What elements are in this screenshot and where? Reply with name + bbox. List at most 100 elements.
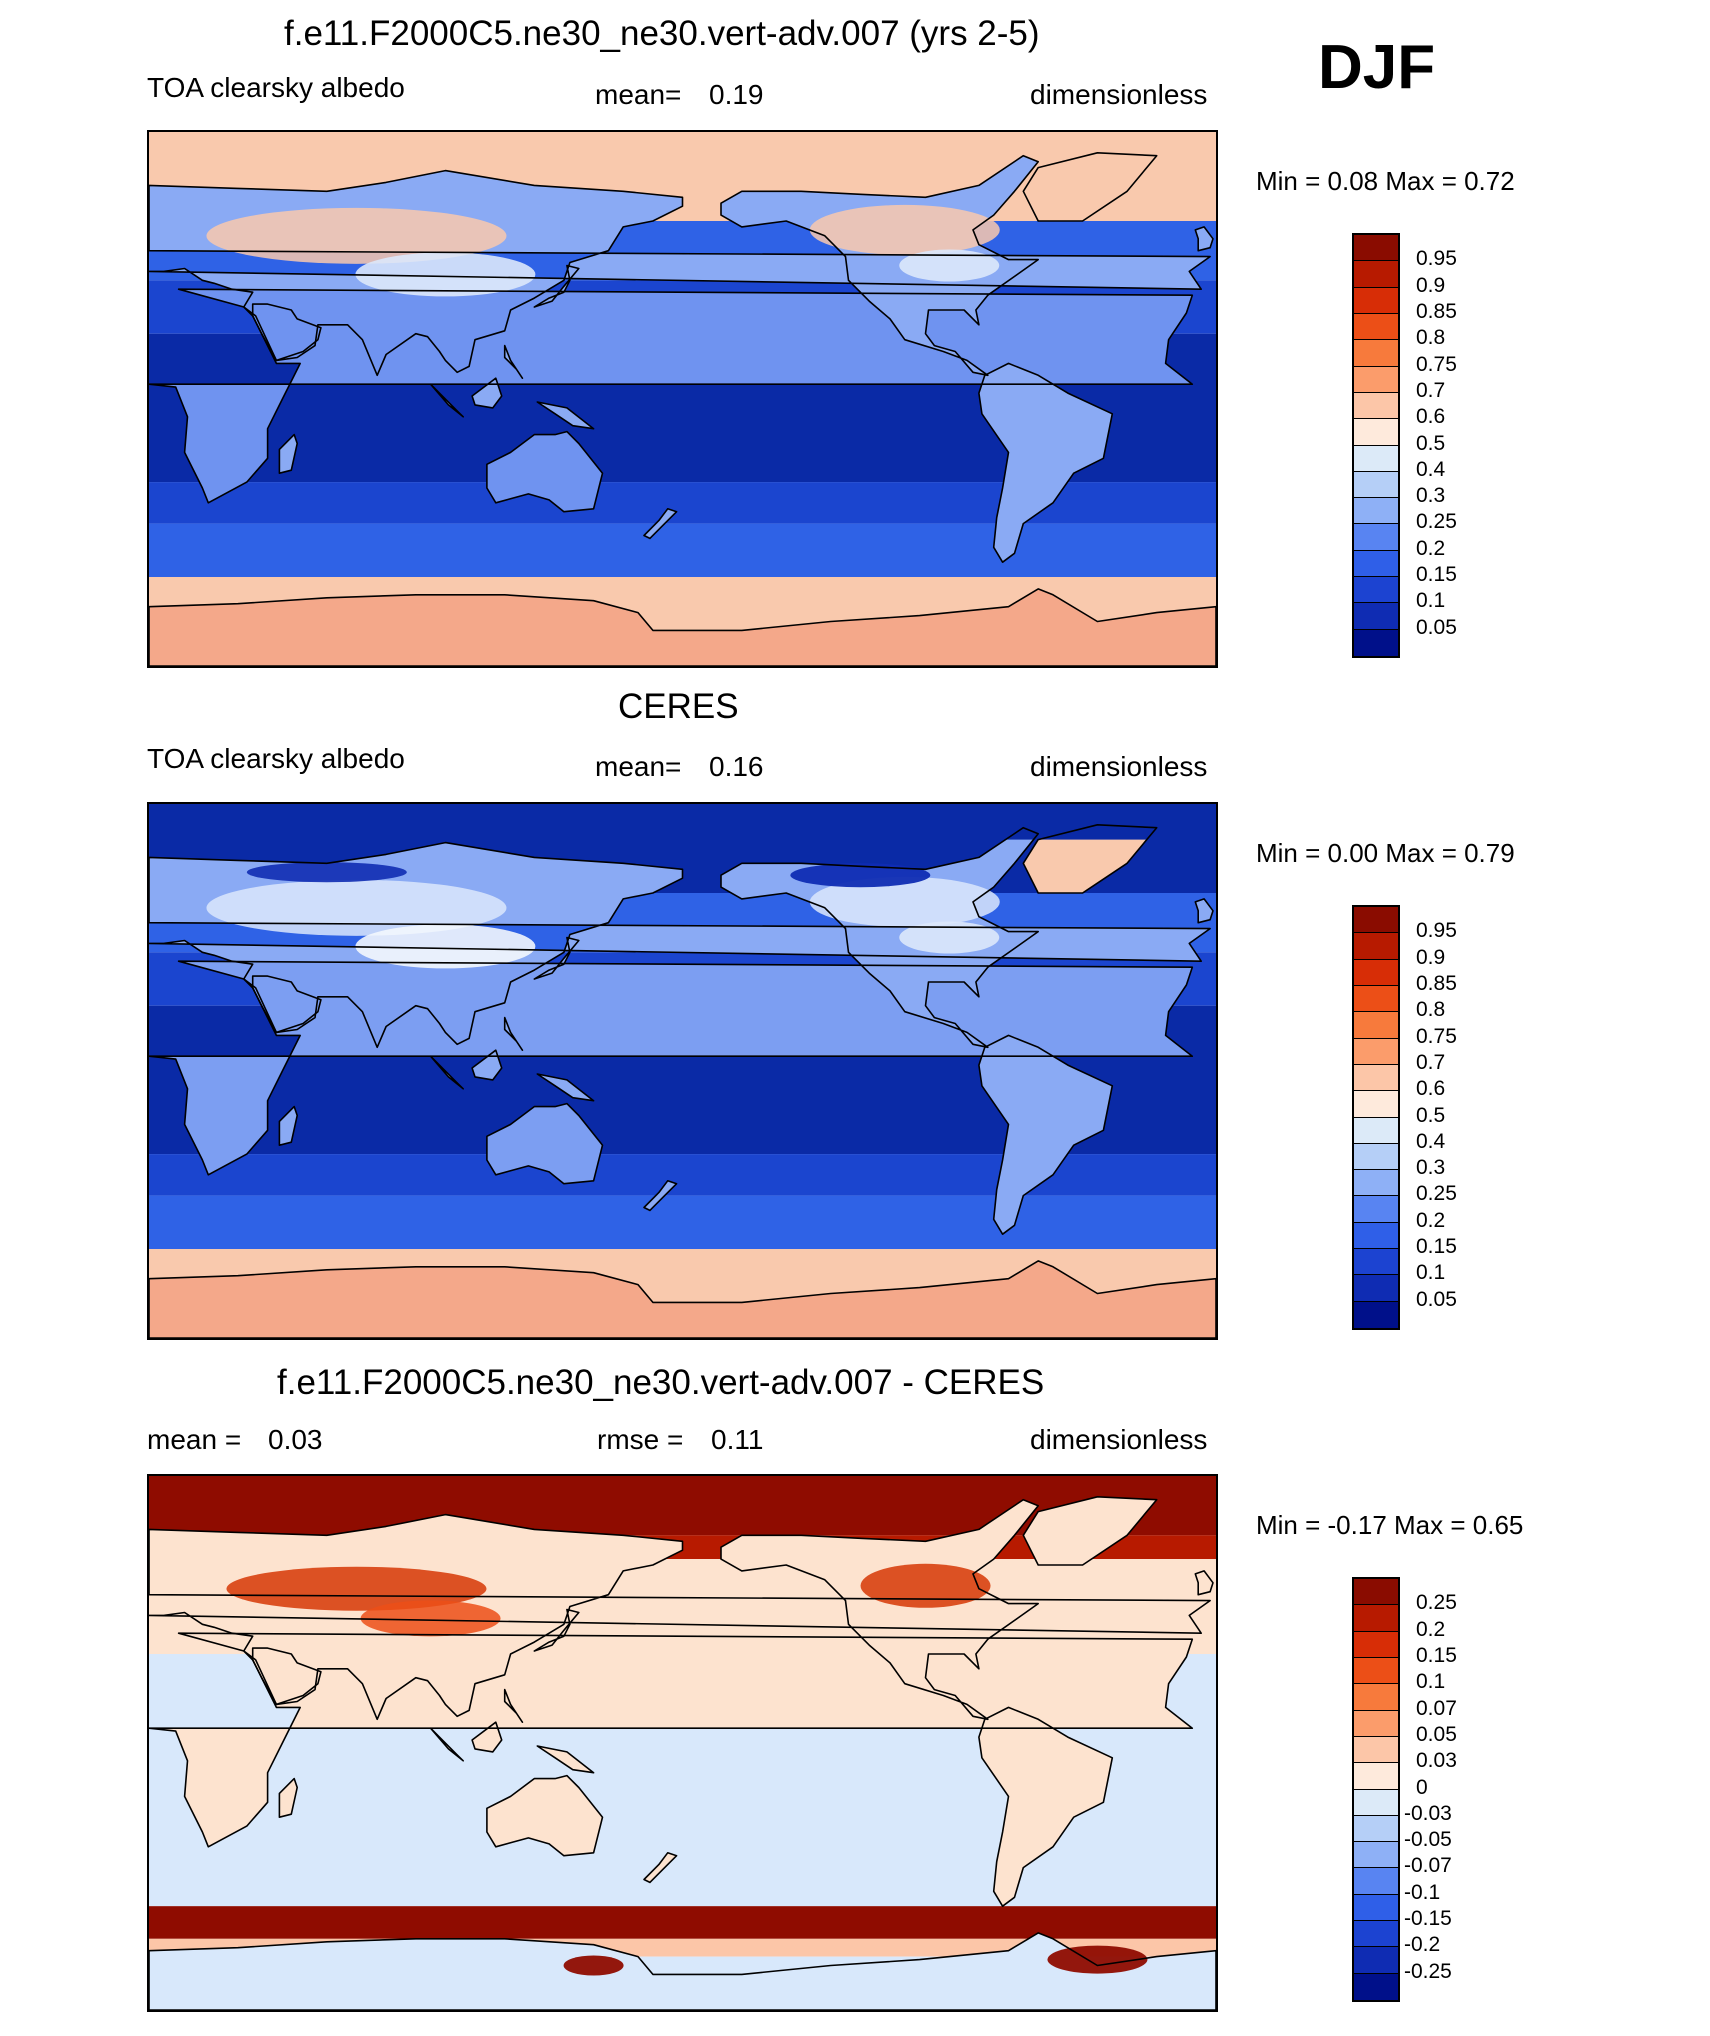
colorbar-swatch: [1354, 1921, 1398, 1948]
colorbar-swatch: [1354, 1012, 1398, 1039]
colorbar-swatch: [1354, 959, 1398, 986]
colorbar-swatch: [1354, 1064, 1398, 1092]
panel-2-minmax: Min = 0.00 Max = 0.79: [1256, 838, 1515, 868]
panel-3-units: dimensionless: [1030, 1424, 1208, 1455]
colorbar-swatch: [1354, 471, 1398, 499]
colorbar-swatch: [1354, 577, 1398, 604]
colorbar-tick-label: 0.5: [1416, 1103, 1446, 1127]
colorbar-swatch: [1354, 1301, 1398, 1328]
panel-1-units: dimensionless: [1030, 79, 1208, 110]
colorbar-swatch: [1354, 1973, 1398, 2000]
panel-2-map-svg: [149, 804, 1216, 1338]
colorbar-tick-label: 0.2: [1416, 1208, 1446, 1232]
colorbar-tick-label: 0.25: [1416, 510, 1457, 534]
panel-1-variable-label: TOA clearsky albedo: [147, 72, 405, 103]
colorbar-swatch: [1354, 366, 1398, 393]
colorbar-swatch: [1354, 1842, 1398, 1869]
colorbar-swatch: [1354, 1710, 1398, 1737]
colorbar-swatch: [1354, 1789, 1398, 1816]
colorbar-tick-label: 0.3: [1416, 1156, 1446, 1180]
panel-3-map-svg: [149, 1476, 1216, 2010]
colorbar-swatch: [1354, 392, 1398, 420]
panel-3-mean-label: mean =: [147, 1424, 242, 1455]
colorbar-swatch: [1354, 1605, 1398, 1632]
colorbar-tick-label: 0.75: [1416, 1024, 1457, 1048]
colorbar-tick-label: 0.6: [1416, 1077, 1446, 1101]
colorbar-tick-label: 0.95: [1416, 247, 1457, 271]
colorbar-tick-label: 0.15: [1416, 563, 1457, 587]
colorbar-tick-label: 0.05: [1416, 1722, 1457, 1746]
colorbar-tick-label: 0.15: [1416, 1643, 1457, 1667]
colorbar-tick-label: -0.25: [1404, 1959, 1452, 1983]
colorbar-tick-label: 0.4: [1416, 457, 1446, 481]
colorbar-tick-label: 0.15: [1416, 1235, 1457, 1259]
colorbar-tick-label: 0: [1416, 1775, 1428, 1799]
colorbar-tick-label: 0.03: [1416, 1749, 1457, 1773]
colorbar-swatch: [1354, 1947, 1398, 1974]
panel-3-minmax: Min = -0.17 Max = 0.65: [1256, 1510, 1524, 1540]
colorbar-swatch: [1354, 340, 1398, 367]
colorbar-tick-label: 0.1: [1416, 1261, 1446, 1285]
colorbar-tick-label: 0.95: [1416, 919, 1457, 943]
colorbar-swatch: [1354, 1196, 1398, 1223]
panel-3-rmse-value: 0.11: [711, 1424, 764, 1455]
colorbar-swatch: [1354, 1143, 1398, 1171]
colorbar-tick-label: -0.15: [1404, 1907, 1452, 1931]
colorbar-swatch: [1354, 907, 1398, 934]
colorbar-swatch: [1354, 603, 1398, 630]
colorbar-tick-label: 0.25: [1416, 1591, 1457, 1615]
colorbar-swatch: [1354, 1038, 1398, 1065]
colorbar-tick-label: 0.85: [1416, 299, 1457, 323]
panel-1-map: [147, 130, 1218, 668]
panel-1-colorbar: [1352, 233, 1400, 658]
colorbar-tick-label: 0.1: [1416, 1670, 1446, 1694]
colorbar-tick-label: 0.8: [1416, 326, 1446, 350]
colorbar-tick-label: 0.7: [1416, 378, 1446, 402]
panel-1-minmax: Min = 0.08 Max = 0.72: [1256, 166, 1515, 196]
panel-3-mean-value: 0.03: [268, 1424, 323, 1455]
panel-2-map: [147, 802, 1218, 1340]
panel-2-variable-label: TOA clearsky albedo: [147, 743, 405, 774]
colorbar-tick-label: -0.03: [1404, 1801, 1452, 1825]
colorbar-swatch: [1354, 1091, 1398, 1118]
colorbar-swatch: [1354, 1763, 1398, 1790]
colorbar-tick-label: 0.3: [1416, 484, 1446, 508]
colorbar-tick-label: 0.6: [1416, 405, 1446, 429]
colorbar-swatch: [1354, 498, 1398, 525]
panel-3-map: [147, 1474, 1218, 2012]
colorbar-swatch: [1354, 629, 1398, 656]
colorbar-swatch: [1354, 261, 1398, 288]
colorbar-swatch: [1354, 1657, 1398, 1685]
colorbar-tick-label: 0.4: [1416, 1129, 1446, 1153]
panel-3-title: f.e11.F2000C5.ne30_ne30.vert-adv.007 - C…: [277, 1363, 1045, 1402]
colorbar-tick-label: 0.85: [1416, 971, 1457, 995]
colorbar-swatch: [1354, 313, 1398, 341]
colorbar-swatch: [1354, 550, 1398, 578]
colorbar-swatch: [1354, 235, 1398, 262]
panel-2-title: CERES: [618, 687, 739, 726]
colorbar-swatch: [1354, 1684, 1398, 1711]
colorbar-tick-label: -0.07: [1404, 1854, 1452, 1878]
panel-1-map-svg: [149, 132, 1216, 666]
panel-1-mean-label: mean=: [595, 79, 682, 110]
colorbar-tick-label: 0.2: [1416, 1617, 1446, 1641]
colorbar-swatch: [1354, 1894, 1398, 1922]
colorbar-swatch: [1354, 1222, 1398, 1250]
colorbar-swatch: [1354, 1868, 1398, 1895]
panel-2-colorbar: [1352, 905, 1400, 1330]
colorbar-swatch: [1354, 524, 1398, 551]
colorbar-tick-label: -0.2: [1404, 1933, 1441, 1957]
colorbar-tick-label: 0.05: [1416, 615, 1457, 639]
colorbar-tick-label: 0.7: [1416, 1050, 1446, 1074]
colorbar-tick-label: 0.5: [1416, 431, 1446, 455]
colorbar-swatch: [1354, 933, 1398, 960]
colorbar-tick-label: 0.9: [1416, 945, 1446, 969]
colorbar-tick-label: 0.8: [1416, 998, 1446, 1022]
colorbar-swatch: [1354, 1170, 1398, 1197]
season-label: DJF: [1318, 33, 1436, 102]
colorbar-swatch: [1354, 1815, 1398, 1843]
colorbar-swatch: [1354, 445, 1398, 472]
colorbar-swatch: [1354, 1736, 1398, 1764]
colorbar-swatch: [1354, 1275, 1398, 1302]
colorbar-swatch: [1354, 287, 1398, 314]
